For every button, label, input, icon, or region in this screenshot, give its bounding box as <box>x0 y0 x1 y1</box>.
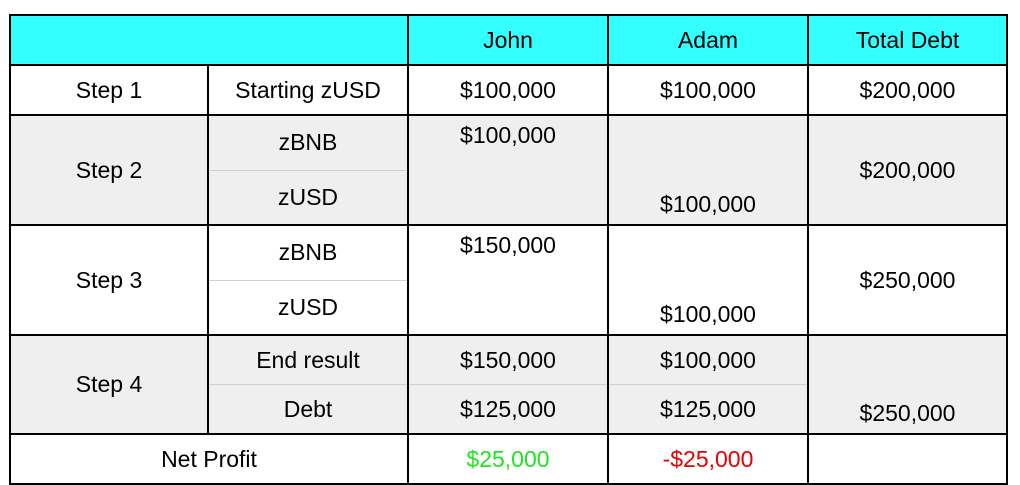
step4-item1: End result <box>207 334 409 385</box>
step3-row-b: zUSD $100,000 <box>10 279 1007 336</box>
step2-john-empty <box>407 170 609 226</box>
step2-item1: zBNB <box>207 114 409 171</box>
step4-john2: $125,000 <box>407 384 609 435</box>
net-profit-label: Net Profit <box>9 433 409 485</box>
net-profit-adam: -$25,000 <box>607 433 809 485</box>
step3-item2: zUSD <box>207 279 409 336</box>
header-adam: Adam <box>607 14 809 66</box>
step4-label: Step 4 <box>9 334 209 435</box>
header-total-debt: Total Debt <box>807 14 1008 66</box>
step1-item: Starting zUSD <box>207 64 409 116</box>
header-john: John <box>407 14 609 66</box>
step2-total: $200,000 <box>807 114 1008 226</box>
step4-item2: Debt <box>207 384 409 435</box>
step1-label: Step 1 <box>9 64 209 116</box>
step2-row-b: zUSD $100,000 <box>10 169 1007 226</box>
step2-adam-empty <box>607 114 809 170</box>
step1-adam: $100,000 <box>607 64 809 116</box>
step3-adam: $100,000 <box>607 280 809 336</box>
step3-adam-empty <box>607 224 809 280</box>
step2-item2: zUSD <box>207 169 409 226</box>
step1-total: $200,000 <box>807 64 1008 116</box>
step4-total: $250,000 <box>807 334 1008 435</box>
step1-row: Step 1 Starting zUSD $100,000 $100,000 $… <box>9 64 1008 116</box>
step1-john: $100,000 <box>407 64 609 116</box>
step4-adam2: $125,000 <box>607 384 809 435</box>
step3-row-a: Step 3 zBNB $150,000 $250,000 <box>9 224 1008 336</box>
net-profit-row: Net Profit $25,000 -$25,000 <box>9 433 1008 485</box>
step4-row-b: Debt $125,000 $125,000 <box>10 384 1007 435</box>
net-profit-john: $25,000 <box>407 433 609 485</box>
step3-john-empty <box>407 280 609 336</box>
step2-john: $100,000 <box>407 114 609 170</box>
step2-row-a: Step 2 zBNB $100,000 $200,000 <box>9 114 1008 226</box>
step4-adam1: $100,000 <box>607 334 809 385</box>
step2-adam: $100,000 <box>607 170 809 226</box>
step3-john: $150,000 <box>407 224 609 280</box>
header-empty-cell <box>9 14 409 66</box>
step3-label: Step 3 <box>9 224 209 336</box>
debt-comparison-table: John Adam Total Debt Step 1 Starting zUS… <box>9 14 1008 485</box>
step3-item1: zBNB <box>207 224 409 281</box>
step4-row-a: Step 4 End result $150,000 $100,000 $250… <box>9 334 1008 435</box>
step3-total: $250,000 <box>807 224 1008 336</box>
step2-label: Step 2 <box>9 114 209 226</box>
step4-john1: $150,000 <box>407 334 609 385</box>
header-row: John Adam Total Debt <box>9 14 1008 66</box>
net-profit-total <box>807 433 1008 485</box>
